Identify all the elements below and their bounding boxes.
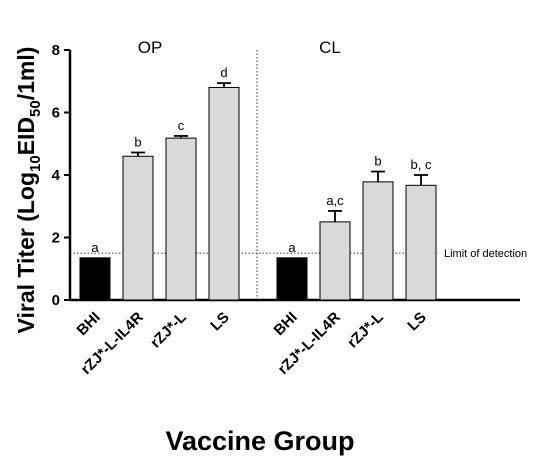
panel-title: CL [319,38,341,57]
x-category-label: BHI [74,309,104,339]
x-category-label: rZJ*-L [344,309,387,352]
x-axis-title: Vaccine Group [165,426,354,456]
y-tick-label: 4 [52,167,61,184]
bar [405,184,437,301]
y-axis-title-subscript: 50 [27,100,44,117]
x-category-label: LS [207,309,233,335]
y-axis-title: Viral Titer (Log10EID50/1ml) [13,47,44,334]
significance-letter: b [134,135,141,150]
y-tick-label: 6 [52,105,60,122]
significance-letter: c [178,118,185,133]
significance-letter: b, c [411,157,432,172]
svg-text:Viral Titer (Log10EID50/1ml): Viral Titer (Log10EID50/1ml) [13,47,44,334]
significance-letter: a [91,240,99,255]
y-axis-title-part: EID [13,117,39,155]
bar [165,137,197,301]
limit-of-detection-label: Limit of detection [444,248,527,260]
significance-letter: a [288,240,296,255]
panel-title: OP [138,38,163,57]
y-tick-label: 0 [52,292,60,309]
y-axis-title-subscript: 10 [27,155,44,172]
bar [122,155,154,301]
y-tick-label: 2 [52,230,60,247]
bar [79,257,111,301]
significance-letter: a,c [326,193,344,208]
bar [362,181,394,301]
bar [276,257,308,301]
x-category-label: rZJ*-L [147,309,190,352]
significance-letter: b [374,154,381,169]
bar [208,87,240,301]
bar [319,221,351,301]
y-axis-title-part: Viral Titer (Log [13,172,39,333]
y-axis-title-part: /1ml) [13,47,39,101]
x-category-label: LS [404,309,430,335]
y-tick-label: 8 [52,42,60,59]
significance-letter: d [220,65,227,80]
x-category-label: BHI [271,309,301,339]
